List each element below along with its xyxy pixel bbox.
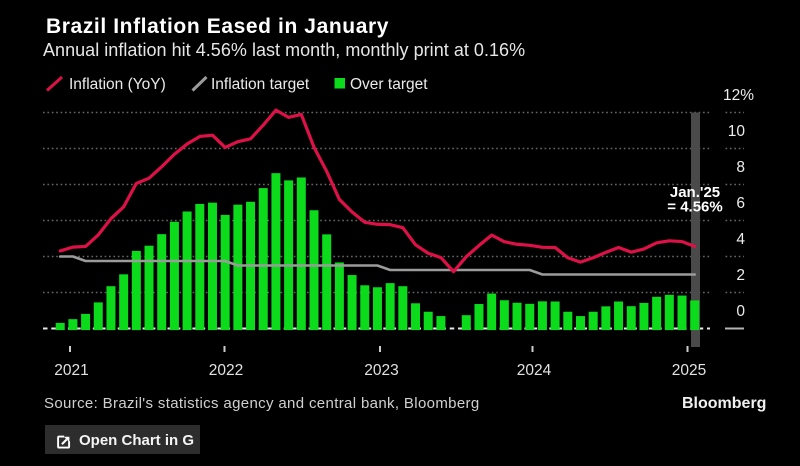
svg-text:2023: 2023 bbox=[364, 362, 398, 379]
svg-text:Jan.'25: Jan.'25 bbox=[670, 184, 720, 201]
svg-text:2: 2 bbox=[736, 267, 745, 284]
svg-text:2025: 2025 bbox=[672, 362, 706, 379]
svg-text:2022: 2022 bbox=[209, 362, 243, 379]
svg-text:0: 0 bbox=[736, 303, 745, 320]
svg-text:8: 8 bbox=[736, 159, 745, 176]
svg-text:Inflation (YoY): Inflation (YoY) bbox=[69, 76, 166, 93]
svg-text:2024: 2024 bbox=[517, 362, 552, 379]
svg-text:2021: 2021 bbox=[54, 362, 88, 379]
svg-text:12%: 12% bbox=[723, 87, 754, 104]
svg-text:= 4.56%: = 4.56% bbox=[667, 199, 722, 216]
svg-text:10: 10 bbox=[728, 123, 746, 140]
svg-text:4: 4 bbox=[736, 231, 745, 248]
svg-text:6: 6 bbox=[736, 195, 745, 212]
svg-text:Over target: Over target bbox=[350, 76, 428, 93]
svg-text:Inflation target: Inflation target bbox=[211, 76, 310, 93]
